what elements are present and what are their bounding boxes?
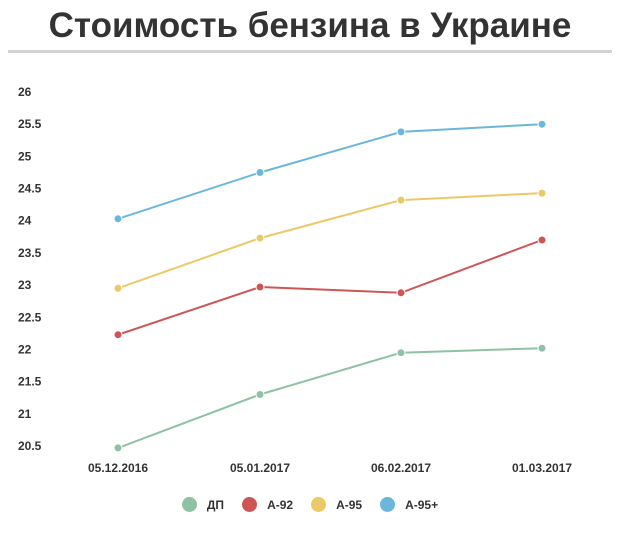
x-tick-label: 05.01.2017 xyxy=(230,461,290,475)
data-point[interactable] xyxy=(537,235,547,245)
data-point[interactable] xyxy=(255,168,265,177)
plot-area xyxy=(113,119,547,453)
data-point[interactable] xyxy=(537,119,547,129)
data-point[interactable] xyxy=(255,233,265,243)
legend-item[interactable]: А-92 xyxy=(242,497,293,512)
legend-label: А-95 xyxy=(336,497,363,512)
y-tick-label: 24 xyxy=(18,214,32,228)
legend-label: А-95+ xyxy=(405,497,439,512)
legend-swatch xyxy=(311,497,327,512)
series-line xyxy=(117,347,543,449)
y-tick-label: 22.5 xyxy=(18,310,42,324)
series-line xyxy=(117,192,543,290)
data-point[interactable] xyxy=(113,214,123,224)
legend-item[interactable]: А-95+ xyxy=(380,497,438,512)
data-point[interactable] xyxy=(537,343,547,353)
series-line xyxy=(117,123,543,220)
data-point[interactable] xyxy=(396,127,406,137)
y-tick-label: 23.5 xyxy=(18,246,42,260)
title-divider xyxy=(8,50,612,53)
x-tick-label: 01.03.2017 xyxy=(512,461,572,475)
data-point[interactable] xyxy=(396,288,406,298)
line-chart: 20.5 21 21.5 22 22.5 23 23.5 24 24.5 25 25.5 26 05.… xyxy=(18,85,572,475)
legend-label: А-92 xyxy=(267,497,294,512)
data-point[interactable] xyxy=(537,188,547,198)
chart-title: Стоимость бензина в Украине xyxy=(48,6,572,45)
data-point[interactable] xyxy=(396,348,406,358)
data-point[interactable] xyxy=(255,282,265,292)
data-point[interactable] xyxy=(396,195,406,205)
series-line xyxy=(117,239,543,336)
y-tick-label: 25 xyxy=(18,149,32,163)
legend-swatch xyxy=(181,497,197,512)
legend: ДП А-92 А-95 А-95+ xyxy=(0,497,620,512)
y-tick-label: 23 xyxy=(18,278,32,292)
y-axis: 20.5 21 21.5 22 22.5 23 23.5 24 24.5 25 25.5 26 xyxy=(18,85,42,453)
data-point[interactable] xyxy=(113,443,123,453)
legend-label: ДП xyxy=(206,497,225,512)
y-tick-label: 26 xyxy=(18,85,32,99)
x-axis: 05.12.2016 05.01.2017 06.02.2017 01.03.2017 xyxy=(88,461,572,475)
x-tick-label: 05.12.2016 xyxy=(88,461,148,475)
legend-item[interactable]: ДП xyxy=(181,497,225,512)
legend-item[interactable]: А-95 xyxy=(311,497,362,512)
y-tick-label: 21 xyxy=(18,407,32,421)
data-point[interactable] xyxy=(113,283,123,293)
y-tick-label: 20.5 xyxy=(18,439,42,453)
legend-swatch xyxy=(242,497,258,512)
y-tick-label: 22 xyxy=(18,342,32,356)
data-point[interactable] xyxy=(255,390,265,399)
legend-swatch xyxy=(380,497,396,512)
y-tick-label: 24.5 xyxy=(18,182,42,196)
x-tick-label: 06.02.2017 xyxy=(371,461,431,475)
y-tick-label: 25.5 xyxy=(18,117,42,131)
data-point[interactable] xyxy=(113,330,123,340)
y-tick-label: 21.5 xyxy=(18,375,42,389)
